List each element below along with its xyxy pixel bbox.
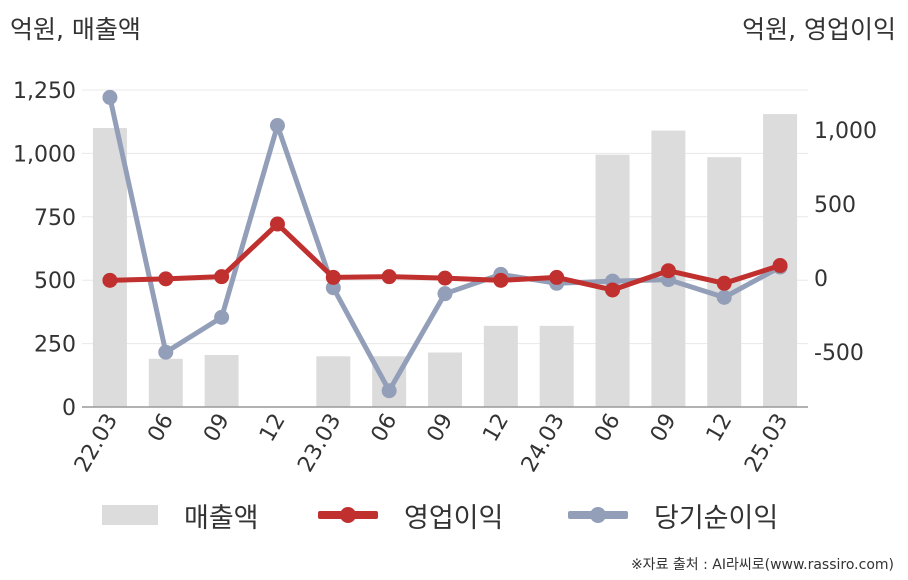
net-income-point — [158, 344, 174, 360]
revenue-bar — [539, 325, 574, 407]
operating-profit-point — [158, 271, 174, 287]
legend-label-operating: 영업이익 — [404, 502, 504, 534]
operating-profit-point — [716, 275, 732, 291]
operating-profit-point — [549, 269, 565, 285]
revenue-bar — [428, 352, 462, 407]
revenue-bar — [92, 128, 127, 408]
net-income-point — [269, 118, 285, 134]
y-left-tick-label: 750 — [34, 206, 76, 231]
operating-profit-point — [605, 282, 621, 298]
x-tick-label: 06 — [367, 410, 403, 447]
x-tick-label: 09 — [646, 410, 682, 447]
x-tick-label: 22.03 — [70, 410, 123, 477]
operating-profit-point — [214, 269, 230, 285]
right-axis-unit: 억원, 영업이익 — [742, 15, 896, 44]
operating-profit-point — [269, 216, 285, 232]
x-tick-label: 25.03 — [740, 410, 793, 477]
net-income-point — [325, 280, 341, 296]
legend: 매출액 영업이익 당기순이익 — [0, 490, 908, 540]
net-income-point — [437, 286, 453, 302]
revenue-bar — [483, 325, 518, 407]
operating-profit-point — [660, 263, 676, 279]
legend-item-net: 당기순이익 — [568, 490, 778, 540]
y-left-tick-label: 1,250 — [13, 79, 76, 104]
operating-profit-point — [325, 269, 341, 285]
x-tick-label: 06 — [143, 410, 179, 447]
combo-chart: 0 250 500 750 1,000 1,250 -500 0 500 1,000 22.03 06… — [13, 79, 877, 477]
revenue-bar — [204, 355, 239, 407]
x-tick-label: 23.03 — [293, 410, 346, 477]
y-left-tick-label: 1,000 — [13, 142, 76, 167]
legend-item-revenue: 매출액 — [102, 490, 259, 540]
source-credit: ※자료 출처 : AI라씨로(www.rassiro.com) — [630, 557, 894, 573]
net-income-point — [716, 289, 732, 305]
net-income-point — [381, 383, 397, 399]
legend-swatch-operating — [318, 505, 378, 525]
x-tick-label: 24.03 — [517, 410, 570, 477]
legend-label-revenue: 매출액 — [184, 502, 259, 534]
y-right-tick-label: -500 — [814, 341, 864, 366]
left-axis-unit: 억원, 매출액 — [10, 15, 141, 44]
x-tick-label: 09 — [423, 410, 459, 447]
operating-profit-point — [437, 270, 453, 286]
y-right-tick-label: 1,000 — [814, 119, 877, 144]
x-tick-label: 09 — [199, 410, 235, 447]
y-left-tick-label: 500 — [34, 269, 76, 294]
legend-label-net: 당기순이익 — [654, 502, 779, 534]
y-left-tick-label: 0 — [62, 396, 76, 421]
net-income-point — [102, 89, 118, 105]
y-right-tick-label: 0 — [814, 267, 828, 292]
y-right-tick-label: 500 — [814, 193, 856, 218]
net-income-point — [214, 309, 230, 325]
revenue-bar — [316, 356, 351, 407]
x-tick-label: 12 — [702, 410, 738, 447]
operating-profit-point — [493, 272, 509, 288]
operating-profit-point — [102, 272, 118, 288]
operating-profit-point — [772, 258, 788, 274]
x-tick-label: 12 — [478, 410, 514, 447]
operating-profit-point — [381, 269, 397, 285]
legend-swatch-net — [568, 505, 628, 525]
revenue-bar — [148, 358, 183, 407]
x-tick-label: 06 — [590, 410, 626, 447]
legend-swatch-revenue — [102, 505, 158, 525]
legend-item-operating: 영업이익 — [318, 490, 503, 540]
y-left-tick-label: 250 — [34, 333, 76, 358]
x-tick-label: 12 — [255, 410, 291, 447]
